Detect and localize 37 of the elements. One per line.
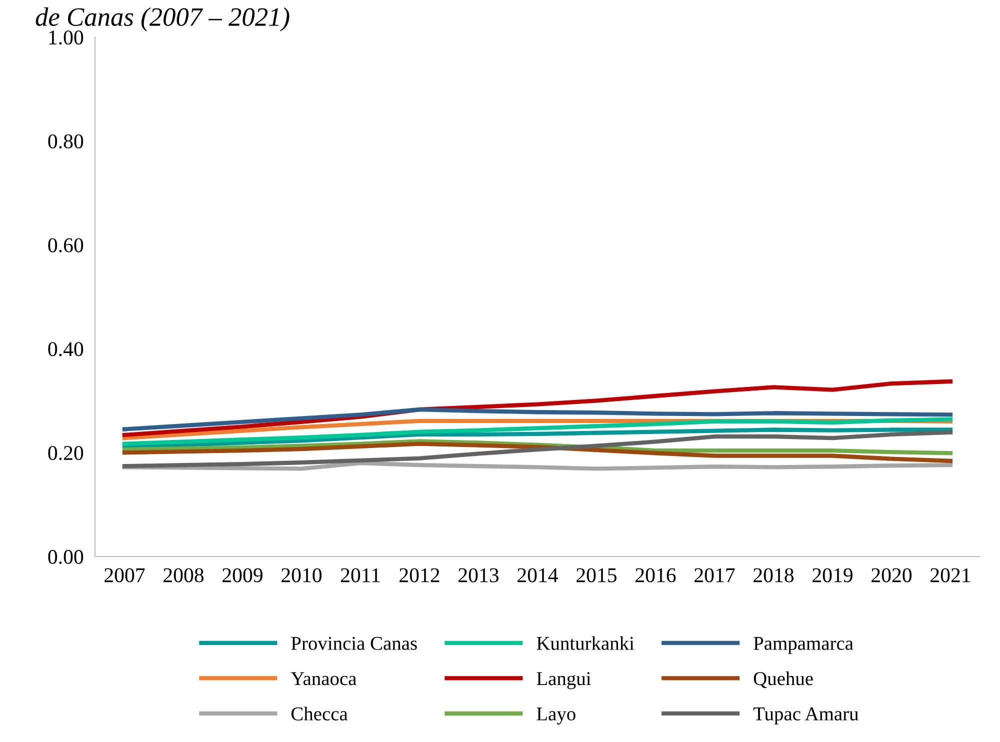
legend-label: Pampamarca: [754, 637, 854, 654]
y-tick-label: 1.00: [49, 30, 84, 45]
y-tick-label: 0.00: [48, 550, 84, 564]
x-tick-label: 2016: [636, 568, 676, 582]
x-tick-label: 2019: [812, 568, 852, 582]
x-tick-label: 2018: [754, 568, 794, 582]
x-tick-label: 2012: [400, 568, 440, 582]
line-series: [122, 407, 953, 432]
legend-label: Langui: [536, 672, 591, 690]
x-tick-label: 2014: [518, 568, 558, 582]
x-tick-label: 2011: [340, 568, 380, 582]
x-tick-label: 2010: [282, 568, 322, 582]
line-series: [122, 442, 953, 464]
line-series: [122, 439, 953, 456]
y-tick-label: 0.20: [48, 446, 84, 460]
chart-title: de Canas (2007 – 2021): [36, 7, 290, 32]
x-tick-label: 2021: [930, 568, 970, 582]
x-tick-label: 2015: [576, 568, 617, 582]
line-series: [122, 417, 953, 446]
line-series: [122, 430, 953, 468]
y-tick-label: 0.60: [48, 238, 84, 252]
y-tick-label: 0.80: [48, 134, 84, 149]
x-tick-label: 2017: [694, 568, 735, 582]
legend-label: Checca: [291, 706, 348, 720]
legend-label: Tupac Amaru: [753, 707, 858, 724]
x-tick-label: 2009: [222, 568, 262, 582]
legend-label: Provincia Canas: [291, 636, 417, 650]
x-tick-label: 2020: [872, 568, 912, 582]
x-tick-label: 2008: [164, 568, 204, 582]
legend-label: Yanaoca: [290, 672, 356, 686]
legend-label: Layo: [536, 708, 576, 724]
x-tick-label: 2013: [458, 568, 499, 582]
legend-label: Kunturkanki: [536, 636, 634, 650]
y-tick-label: 0.40: [48, 342, 84, 356]
legend-label: Quehue: [754, 672, 813, 688]
x-tick-label: 2007: [104, 568, 145, 582]
line-series: [122, 428, 953, 449]
